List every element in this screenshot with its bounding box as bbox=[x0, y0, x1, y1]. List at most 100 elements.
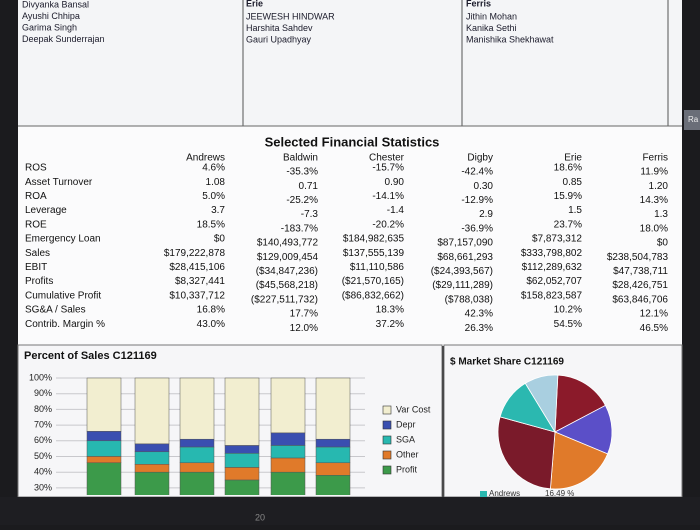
bar-segment bbox=[315, 446, 351, 464]
row-label: Emergency Loan bbox=[25, 234, 101, 245]
bar-segment bbox=[179, 462, 215, 473]
cell: $11,110,586 bbox=[350, 262, 405, 273]
cell: -12.9% bbox=[461, 195, 493, 206]
bar-segment bbox=[86, 462, 122, 495]
team-name: Erie bbox=[246, 0, 263, 8]
bar-segment bbox=[134, 377, 170, 445]
legend-swatch bbox=[382, 450, 392, 460]
cell: $137,555,139 bbox=[343, 248, 405, 259]
cell: -42.4% bbox=[461, 167, 493, 178]
y-tick-label: 90% bbox=[34, 388, 52, 398]
row-label: Asset Turnover bbox=[25, 177, 93, 188]
cell: -36.9% bbox=[461, 223, 493, 234]
bar-segment bbox=[270, 377, 306, 434]
y-tick-label: 100% bbox=[29, 372, 52, 382]
side-tab-label[interactable]: Ra bbox=[688, 115, 699, 124]
team-member: Manishika Shekhawat bbox=[466, 34, 554, 44]
bar-segment bbox=[224, 479, 260, 495]
cell: 12.1% bbox=[640, 309, 668, 320]
cell: $10,337,712 bbox=[169, 290, 225, 301]
team-panel bbox=[18, 0, 682, 126]
cell: $129,009,454 bbox=[257, 252, 319, 263]
row-label: ROS bbox=[25, 163, 47, 174]
y-tick-label: 30% bbox=[34, 482, 52, 492]
bar-segment bbox=[224, 445, 260, 454]
cell: 3.7 bbox=[211, 205, 225, 216]
legend-swatch bbox=[382, 465, 392, 475]
legend-label: Depr bbox=[396, 419, 416, 429]
financial-panel bbox=[18, 126, 682, 346]
cell: -20.2% bbox=[372, 219, 404, 230]
cell: ($227,511,732) bbox=[251, 294, 318, 305]
cell: -183.7% bbox=[281, 223, 318, 234]
cell: 16.8% bbox=[197, 305, 225, 316]
row-label: Leverage bbox=[25, 205, 67, 216]
cell: 23.7% bbox=[554, 219, 582, 230]
cell: -14.1% bbox=[372, 191, 404, 202]
column-header: Andrews bbox=[186, 153, 225, 164]
column-header: Chester bbox=[369, 153, 405, 164]
page-number: 20 bbox=[255, 512, 265, 522]
row-label: ROE bbox=[25, 219, 47, 230]
cell: 10.2% bbox=[554, 305, 582, 316]
y-tick-label: 60% bbox=[34, 435, 52, 445]
cell: $179,222,878 bbox=[164, 248, 226, 259]
bottom-bar bbox=[0, 497, 700, 525]
cell: $0 bbox=[214, 234, 226, 245]
team-member: Garima Singh bbox=[22, 22, 77, 32]
legend-label: Other bbox=[396, 449, 419, 459]
cell: 5.0% bbox=[202, 191, 225, 202]
row-label: EBIT bbox=[25, 262, 47, 273]
column-header: Digby bbox=[467, 153, 493, 164]
cell: 46.5% bbox=[640, 323, 668, 334]
cell: ($24,393,567) bbox=[431, 266, 493, 277]
column-header: Erie bbox=[564, 153, 582, 164]
team-member: Gauri Upadhyay bbox=[246, 34, 312, 44]
team-member: Deepak Sunderrajan bbox=[22, 34, 105, 44]
cell: 1.08 bbox=[206, 177, 226, 188]
share-title: $ Market Share C121169 bbox=[450, 357, 564, 368]
bar-segment bbox=[270, 432, 306, 446]
cell: $47,738,711 bbox=[613, 266, 668, 277]
legend-label: Var Cost bbox=[396, 404, 431, 414]
y-axis: 100% 90% 80% 70% 60% 50% 40% 30% bbox=[29, 372, 52, 492]
bar-segment bbox=[315, 462, 351, 476]
cell: -25.2% bbox=[286, 195, 318, 206]
y-tick-label: 70% bbox=[34, 419, 52, 429]
bar-segment bbox=[315, 377, 351, 440]
team-name: Ferris bbox=[466, 0, 491, 8]
cell: -35.3% bbox=[286, 167, 318, 178]
cell: 0.85 bbox=[563, 177, 583, 188]
cell: 0.30 bbox=[474, 181, 494, 192]
cell: $140,493,772 bbox=[257, 238, 319, 249]
cell: $7,873,312 bbox=[532, 234, 582, 245]
cell: 18.6% bbox=[554, 163, 582, 174]
cell: 1.3 bbox=[654, 209, 668, 220]
row-label: ROA bbox=[25, 191, 47, 202]
team-member: Divyanka Bansal bbox=[22, 0, 89, 9]
legend-swatch bbox=[382, 435, 392, 445]
bar-segment bbox=[270, 457, 306, 473]
pie-slice bbox=[554, 374, 606, 433]
cell: ($21,570,165) bbox=[342, 276, 404, 287]
side-tab[interactable] bbox=[684, 110, 700, 130]
bar-segment bbox=[179, 438, 215, 448]
bar-segment bbox=[224, 377, 260, 446]
bar-segment bbox=[86, 431, 122, 442]
pie-slice bbox=[524, 374, 559, 434]
bar-segment bbox=[86, 377, 122, 432]
row-label: Sales bbox=[25, 248, 50, 259]
row-label: Profits bbox=[25, 276, 53, 287]
column-header: Baldwin bbox=[283, 153, 318, 164]
legend-swatch bbox=[382, 405, 392, 415]
cell: 4.6% bbox=[202, 163, 225, 174]
pie-value-label: 16.49 % bbox=[545, 489, 574, 498]
cell: 42.3% bbox=[465, 309, 493, 320]
cell: ($86,832,662) bbox=[342, 290, 404, 301]
cell: $68,661,293 bbox=[437, 252, 493, 263]
cell: $87,157,090 bbox=[437, 238, 493, 249]
percent-title: Percent of Sales C121169 bbox=[24, 350, 157, 362]
bar-segment bbox=[134, 451, 170, 465]
